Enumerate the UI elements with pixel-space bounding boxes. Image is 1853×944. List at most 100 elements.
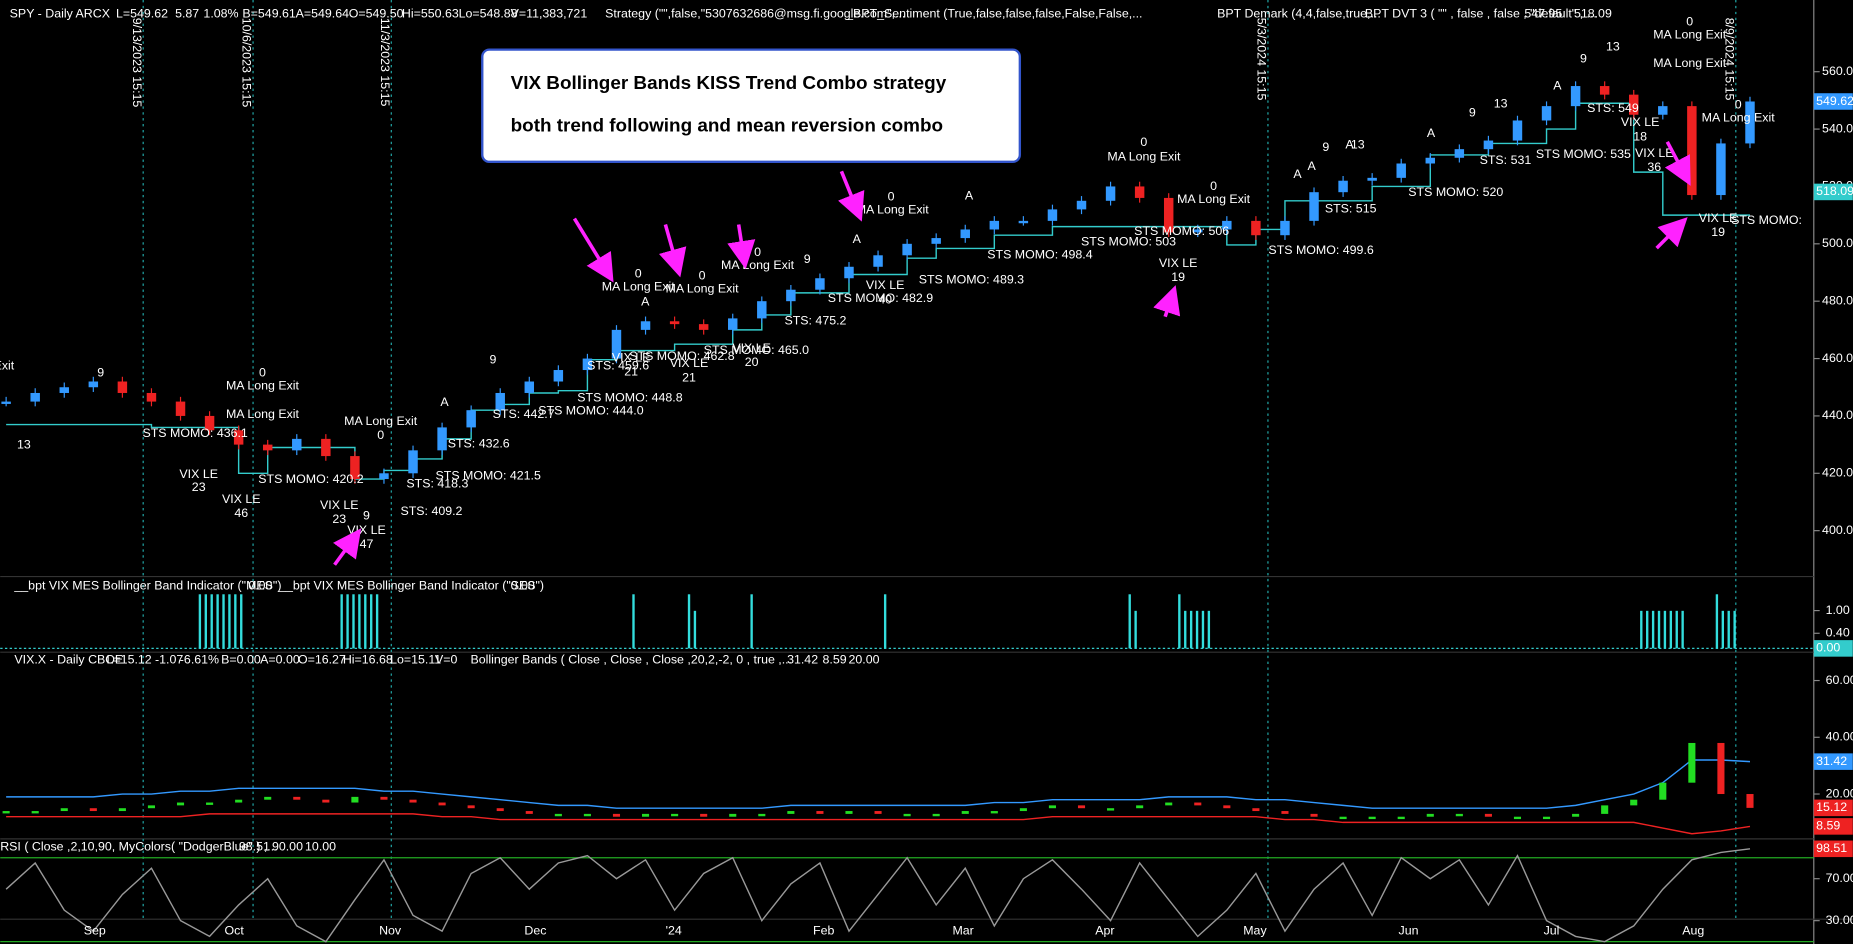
x-tick-label: Sep	[84, 923, 106, 937]
annotation: A	[1308, 159, 1317, 173]
signal-bar	[1715, 594, 1719, 649]
x-tick-label: Mar	[952, 923, 973, 937]
session-label: 10/6/2023 15:15	[240, 18, 254, 108]
vix-candle	[1368, 816, 1376, 820]
x-tick-label: Jul	[1544, 923, 1560, 937]
annotation: STS: 409.2	[400, 504, 462, 518]
header-field: B=549.61	[242, 6, 296, 20]
x-tick-label: Dec	[524, 923, 546, 937]
y-tick-label: 400.00	[1822, 523, 1853, 537]
vix-candle	[758, 813, 766, 817]
candle	[175, 401, 186, 416]
candle	[1483, 140, 1494, 150]
candle	[59, 387, 69, 393]
candle	[989, 220, 1000, 230]
annotation: STS MOMO: 436.1	[142, 426, 247, 440]
vix-candle	[583, 813, 591, 817]
annotation: STS MOMO: 465.0	[704, 343, 809, 357]
candle	[815, 278, 825, 290]
y-tick-label: 420.00	[1822, 466, 1853, 480]
value-marker	[1813, 640, 1853, 657]
value-marker	[1813, 799, 1853, 817]
x-tick-label: Aug	[1682, 923, 1704, 937]
annotation: VIX LE	[732, 341, 771, 355]
candle	[1222, 220, 1232, 230]
header-field: -1.07	[155, 653, 183, 667]
annotation: VIX LE	[222, 492, 261, 506]
vix-candle	[496, 808, 504, 812]
annotation: STS: 432.6	[448, 437, 510, 451]
arrow	[658, 223, 687, 278]
value-marker-label: 31.42	[1816, 754, 1847, 768]
candle	[669, 321, 680, 325]
annotation: 19	[1171, 270, 1185, 284]
candle	[640, 321, 651, 330]
price-marker	[1813, 183, 1853, 201]
x-tick-label: May	[1243, 923, 1267, 937]
candle	[1541, 106, 1552, 121]
x-tick-label: '24	[666, 923, 682, 937]
header-field: Lo=548.88	[459, 6, 518, 20]
header-field: 90.00	[272, 839, 303, 853]
candle	[1047, 209, 1058, 221]
signal-bar	[687, 594, 691, 649]
vix-candle	[787, 811, 795, 814]
price-marker	[1813, 93, 1853, 110]
annotation: A	[440, 395, 449, 409]
annotation: 0	[377, 428, 384, 442]
signal-bar	[632, 594, 635, 649]
vix-candle	[1165, 802, 1173, 806]
annotation: 0	[635, 266, 642, 280]
candle	[1163, 197, 1174, 233]
annotation: A	[1345, 138, 1354, 152]
signal-bar	[358, 594, 361, 649]
y-tick-label: 20.00	[1826, 786, 1853, 800]
vix-candle	[1572, 813, 1580, 817]
candle	[728, 318, 738, 330]
header-field: A=549.64	[296, 6, 350, 20]
signal-bar	[1184, 610, 1187, 649]
annotation: MA Long Exit	[1177, 192, 1251, 206]
candle	[873, 255, 883, 267]
annotation: 23	[192, 480, 206, 494]
vix-candle	[293, 796, 301, 800]
arrow	[1153, 285, 1181, 318]
header-field: -6.61%	[180, 653, 219, 667]
annotation: A	[853, 232, 862, 246]
value-marker-label: 98.51	[1816, 841, 1847, 855]
candle	[408, 450, 418, 474]
x-tick-label: Nov	[379, 923, 402, 937]
header-field: L=549.62	[116, 6, 168, 20]
candle	[88, 381, 99, 388]
vix-candle	[1717, 742, 1725, 795]
signal-bar	[1201, 610, 1205, 649]
vix-candle	[1601, 805, 1609, 814]
header-field: SPY - Daily ARCX	[10, 6, 110, 20]
signal-bar	[210, 594, 213, 649]
signal-bar	[1721, 610, 1724, 649]
annotation: STS MOMO: 520	[1408, 185, 1503, 199]
candle	[233, 430, 244, 445]
signal-bar	[1675, 610, 1678, 649]
note-box	[481, 48, 1022, 164]
annotation: VIX LE	[347, 523, 386, 537]
candle	[582, 358, 593, 371]
vix-candle	[1630, 799, 1638, 806]
y-tick-label: 70.00	[1826, 871, 1853, 885]
annotation: VIX LE	[1699, 211, 1738, 225]
annotation: 23	[332, 512, 346, 526]
annotation: STS MOMO: 462.8	[629, 349, 734, 363]
annotation: 9	[97, 366, 104, 380]
signal-bar	[1727, 610, 1730, 649]
signal-bar	[352, 594, 355, 649]
header-field: A=0.00	[260, 653, 300, 667]
annotation: 9	[363, 509, 370, 523]
signal-bar	[883, 594, 887, 649]
value-marker-label: 8.59	[1816, 819, 1840, 833]
vix-candle	[845, 811, 853, 814]
candle	[1076, 200, 1087, 210]
header-field: _BPT_Sentiment (True,false,false,false,F…	[845, 6, 1142, 20]
annotation: STS MOMO: 506	[1134, 224, 1229, 238]
